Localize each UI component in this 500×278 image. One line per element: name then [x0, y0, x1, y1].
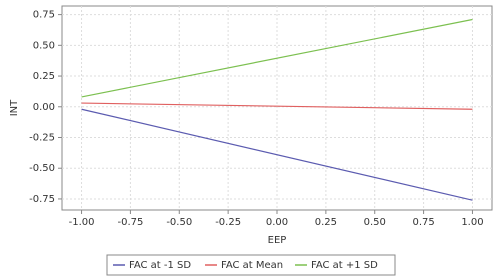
x-tick-label: 0.00: [266, 217, 288, 228]
x-tick-label: 0.75: [412, 217, 434, 228]
y-tick-label: -0.75: [29, 194, 55, 205]
x-tick-label: -1.00: [69, 217, 95, 228]
y-tick-label: -0.25: [29, 132, 55, 143]
legend-label: FAC at Mean: [221, 260, 283, 271]
y-tick-label: 0.00: [33, 102, 55, 113]
x-tick-label: 1.00: [461, 217, 483, 228]
x-tick-label: -0.75: [117, 217, 143, 228]
x-tick-label: 0.50: [364, 217, 386, 228]
x-tick-label: -0.25: [215, 217, 241, 228]
y-tick-label: 0.25: [33, 71, 55, 82]
legend-label: FAC at -1 SD: [129, 260, 191, 271]
series-line: [81, 18, 473, 98]
y-tick-label: 0.50: [33, 40, 55, 51]
y-axis-label: INT: [9, 99, 20, 116]
x-tick-label: 0.25: [315, 217, 337, 228]
y-tick-label: -0.50: [29, 163, 55, 174]
series-line: [81, 102, 473, 110]
x-tick-label: -0.50: [166, 217, 192, 228]
legend-label: FAC at +1 SD: [311, 260, 378, 271]
legend: [106, 254, 396, 276]
x-axis-label: EEP: [268, 235, 287, 246]
series-line: [81, 108, 473, 201]
y-tick-label: 0.75: [33, 10, 55, 21]
